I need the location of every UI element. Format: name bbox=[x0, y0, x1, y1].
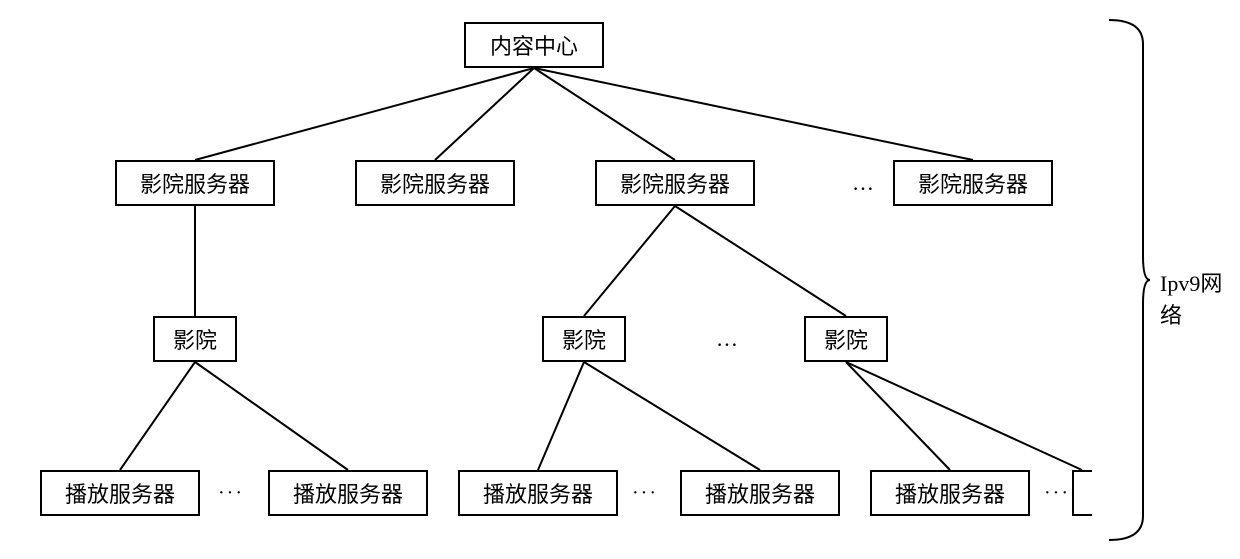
edge bbox=[195, 362, 348, 470]
node-label: 影院 bbox=[562, 323, 606, 355]
ellipsis: … bbox=[852, 170, 876, 196]
diagram-stage: 内容中心影院服务器 影院服务器 影院服务器 影院服务器影院 影院 影院播放服务器 播放服务器… bbox=[0, 0, 1240, 559]
node-label: 播放服务器 bbox=[705, 477, 815, 509]
edge bbox=[846, 362, 950, 470]
node-label: 影院服务器 bbox=[380, 167, 490, 199]
node-label: 影院 bbox=[173, 323, 217, 355]
node-psA2: 播放服务器 bbox=[268, 470, 428, 516]
node-srvB: 影院服务器 bbox=[355, 160, 515, 206]
node-label: 内容中心 bbox=[490, 29, 578, 61]
node-label: 播放服务器 bbox=[293, 477, 403, 509]
node-label: 播放服务器 bbox=[895, 477, 1005, 509]
edge bbox=[846, 362, 1082, 470]
node-root: 内容中心 bbox=[464, 22, 604, 68]
edge bbox=[120, 362, 195, 470]
node-label: 播放服务器 bbox=[65, 477, 175, 509]
node-label: 播放服务器 bbox=[483, 477, 593, 509]
ellipsis: … bbox=[716, 326, 740, 352]
node-label: 影院服务器 bbox=[140, 167, 250, 199]
side-caption-text: Ipv9网络 bbox=[1160, 271, 1222, 328]
node-label: 影院 bbox=[824, 323, 868, 355]
edge bbox=[675, 206, 846, 316]
edge bbox=[534, 68, 973, 160]
node-cinC2: 影院 bbox=[804, 316, 888, 362]
brace bbox=[1109, 20, 1150, 540]
node-srvC: 影院服务器 bbox=[595, 160, 755, 206]
node-cinC1: 影院 bbox=[542, 316, 626, 362]
edge bbox=[584, 206, 675, 316]
node-psC1a: 播放服务器 bbox=[458, 470, 618, 516]
edge bbox=[538, 362, 584, 470]
node-psC2a: 播放服务器 bbox=[870, 470, 1030, 516]
ellipsis: ··· bbox=[632, 482, 658, 505]
edge bbox=[584, 362, 760, 470]
side-caption: Ipv9网络 bbox=[1160, 266, 1240, 330]
node-psC2b bbox=[1072, 470, 1092, 516]
node-psA1: 播放服务器 bbox=[40, 470, 200, 516]
ellipsis: ··· bbox=[218, 482, 244, 505]
node-label: 影院服务器 bbox=[620, 167, 730, 199]
node-srvD: 影院服务器 bbox=[893, 160, 1053, 206]
node-label: 影院服务器 bbox=[918, 167, 1028, 199]
ellipsis: ··· bbox=[1044, 482, 1070, 505]
node-psC1b: 播放服务器 bbox=[680, 470, 840, 516]
node-srvA: 影院服务器 bbox=[115, 160, 275, 206]
node-cinA: 影院 bbox=[153, 316, 237, 362]
